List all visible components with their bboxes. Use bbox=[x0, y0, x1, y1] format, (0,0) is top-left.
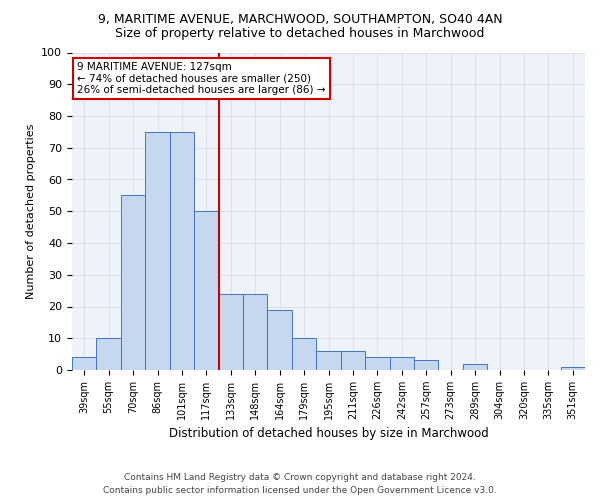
Bar bbox=[170, 132, 194, 370]
Bar bbox=[121, 196, 145, 370]
Bar bbox=[463, 364, 487, 370]
Bar bbox=[72, 358, 97, 370]
Bar bbox=[268, 310, 292, 370]
Bar bbox=[218, 294, 243, 370]
Bar bbox=[365, 358, 389, 370]
Bar bbox=[243, 294, 268, 370]
Bar bbox=[97, 338, 121, 370]
Bar bbox=[316, 351, 341, 370]
Text: 9, MARITIME AVENUE, MARCHWOOD, SOUTHAMPTON, SO40 4AN: 9, MARITIME AVENUE, MARCHWOOD, SOUTHAMPT… bbox=[98, 12, 502, 26]
Bar bbox=[341, 351, 365, 370]
Text: Contains public sector information licensed under the Open Government Licence v3: Contains public sector information licen… bbox=[103, 486, 497, 495]
Text: Distribution of detached houses by size in Marchwood: Distribution of detached houses by size … bbox=[169, 428, 488, 440]
Bar bbox=[414, 360, 439, 370]
Bar bbox=[560, 367, 585, 370]
Text: Contains HM Land Registry data © Crown copyright and database right 2024.: Contains HM Land Registry data © Crown c… bbox=[124, 472, 476, 482]
Bar bbox=[194, 211, 218, 370]
Bar bbox=[389, 358, 414, 370]
Text: 9 MARITIME AVENUE: 127sqm
← 74% of detached houses are smaller (250)
26% of semi: 9 MARITIME AVENUE: 127sqm ← 74% of detac… bbox=[77, 62, 326, 95]
Text: Size of property relative to detached houses in Marchwood: Size of property relative to detached ho… bbox=[115, 28, 485, 40]
Y-axis label: Number of detached properties: Number of detached properties bbox=[26, 124, 36, 299]
Bar bbox=[292, 338, 316, 370]
Bar bbox=[145, 132, 170, 370]
